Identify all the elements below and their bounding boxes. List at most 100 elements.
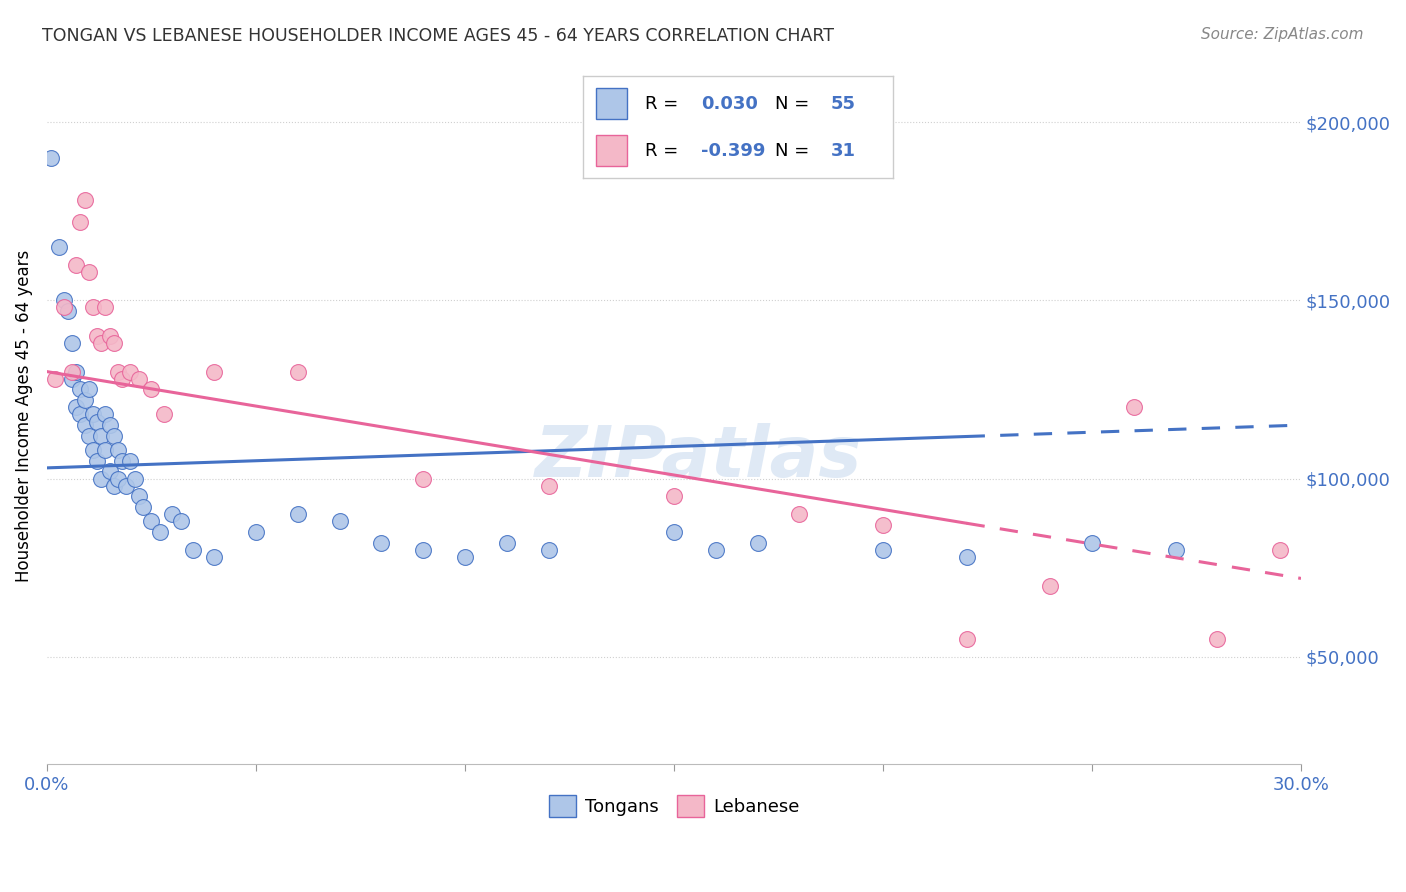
Point [52, 301, 75, 315]
Point [65, 401, 87, 415]
Point [73, 194, 96, 208]
Point [44, 372, 66, 386]
Point [90, 472, 112, 486]
Point [69, 215, 91, 229]
Point [1122, 401, 1144, 415]
Text: N =: N = [775, 95, 810, 112]
Point [181, 542, 204, 557]
Point [245, 524, 267, 539]
Text: -0.399: -0.399 [702, 142, 765, 160]
Point [48, 240, 70, 254]
Point [77, 429, 100, 443]
Point [98, 329, 121, 343]
Text: TONGAN VS LEBANESE HOUSEHOLDER INCOME AGES 45 - 64 YEARS CORRELATION CHART: TONGAN VS LEBANESE HOUSEHOLDER INCOME AG… [42, 27, 834, 45]
Point [128, 490, 150, 504]
Text: 31: 31 [831, 142, 856, 160]
Text: R =: R = [645, 142, 679, 160]
Point [955, 549, 977, 564]
Point [128, 372, 150, 386]
Bar [596, 88, 627, 119]
Point [86, 454, 108, 468]
Text: R =: R = [645, 95, 679, 112]
Text: N =: N = [775, 142, 810, 160]
Point [52, 293, 75, 308]
Point [149, 524, 172, 539]
Point [111, 372, 134, 386]
Point [789, 507, 811, 521]
Point [107, 443, 129, 458]
Point [77, 265, 100, 279]
Point [412, 472, 434, 486]
Point [111, 454, 134, 468]
Point [141, 514, 163, 528]
Point [747, 535, 769, 549]
Y-axis label: Householder Income Ages 45 - 64 years: Householder Income Ages 45 - 64 years [15, 250, 32, 582]
Legend: Tongans, Lebanese: Tongans, Lebanese [541, 788, 807, 824]
Point [537, 479, 560, 493]
Point [60, 336, 83, 351]
Point [86, 329, 108, 343]
Point [495, 535, 517, 549]
Point [1206, 632, 1229, 646]
Point [77, 383, 100, 397]
Point [704, 542, 727, 557]
Point [1164, 542, 1187, 557]
Point [1039, 578, 1062, 592]
Point [662, 524, 685, 539]
Point [1268, 542, 1291, 557]
Point [287, 365, 309, 379]
Point [412, 542, 434, 557]
Point [82, 443, 104, 458]
Point [370, 535, 392, 549]
Point [872, 517, 894, 532]
Point [153, 408, 176, 422]
Point [90, 429, 112, 443]
Point [69, 383, 91, 397]
Point [202, 365, 225, 379]
Point [65, 258, 87, 272]
Point [82, 301, 104, 315]
Text: 55: 55 [831, 95, 856, 112]
Point [94, 301, 117, 315]
Point [662, 490, 685, 504]
Point [328, 514, 350, 528]
Point [103, 336, 125, 351]
Point [537, 542, 560, 557]
Point [60, 372, 83, 386]
Point [94, 408, 117, 422]
Point [120, 454, 142, 468]
Point [107, 472, 129, 486]
Point [103, 429, 125, 443]
Point [124, 472, 146, 486]
Point [115, 479, 138, 493]
Point [73, 418, 96, 433]
Text: ZIPatlas: ZIPatlas [536, 424, 863, 492]
Point [60, 365, 83, 379]
Point [454, 549, 477, 564]
Point [872, 542, 894, 557]
Point [955, 632, 977, 646]
Point [1081, 535, 1104, 549]
Text: Source: ZipAtlas.com: Source: ZipAtlas.com [1201, 27, 1364, 42]
Bar [596, 136, 627, 166]
Point [65, 365, 87, 379]
Point [82, 408, 104, 422]
Point [69, 408, 91, 422]
Point [94, 443, 117, 458]
Point [132, 500, 155, 514]
Point [107, 365, 129, 379]
Text: 0.030: 0.030 [702, 95, 758, 112]
Point [287, 507, 309, 521]
Point [169, 514, 191, 528]
Point [120, 365, 142, 379]
Point [202, 549, 225, 564]
Point [86, 415, 108, 429]
Point [73, 393, 96, 408]
Point [98, 465, 121, 479]
Point [56, 304, 79, 318]
Point [98, 418, 121, 433]
Point [141, 383, 163, 397]
Point [90, 336, 112, 351]
Point [39, 151, 62, 165]
Point [162, 507, 184, 521]
